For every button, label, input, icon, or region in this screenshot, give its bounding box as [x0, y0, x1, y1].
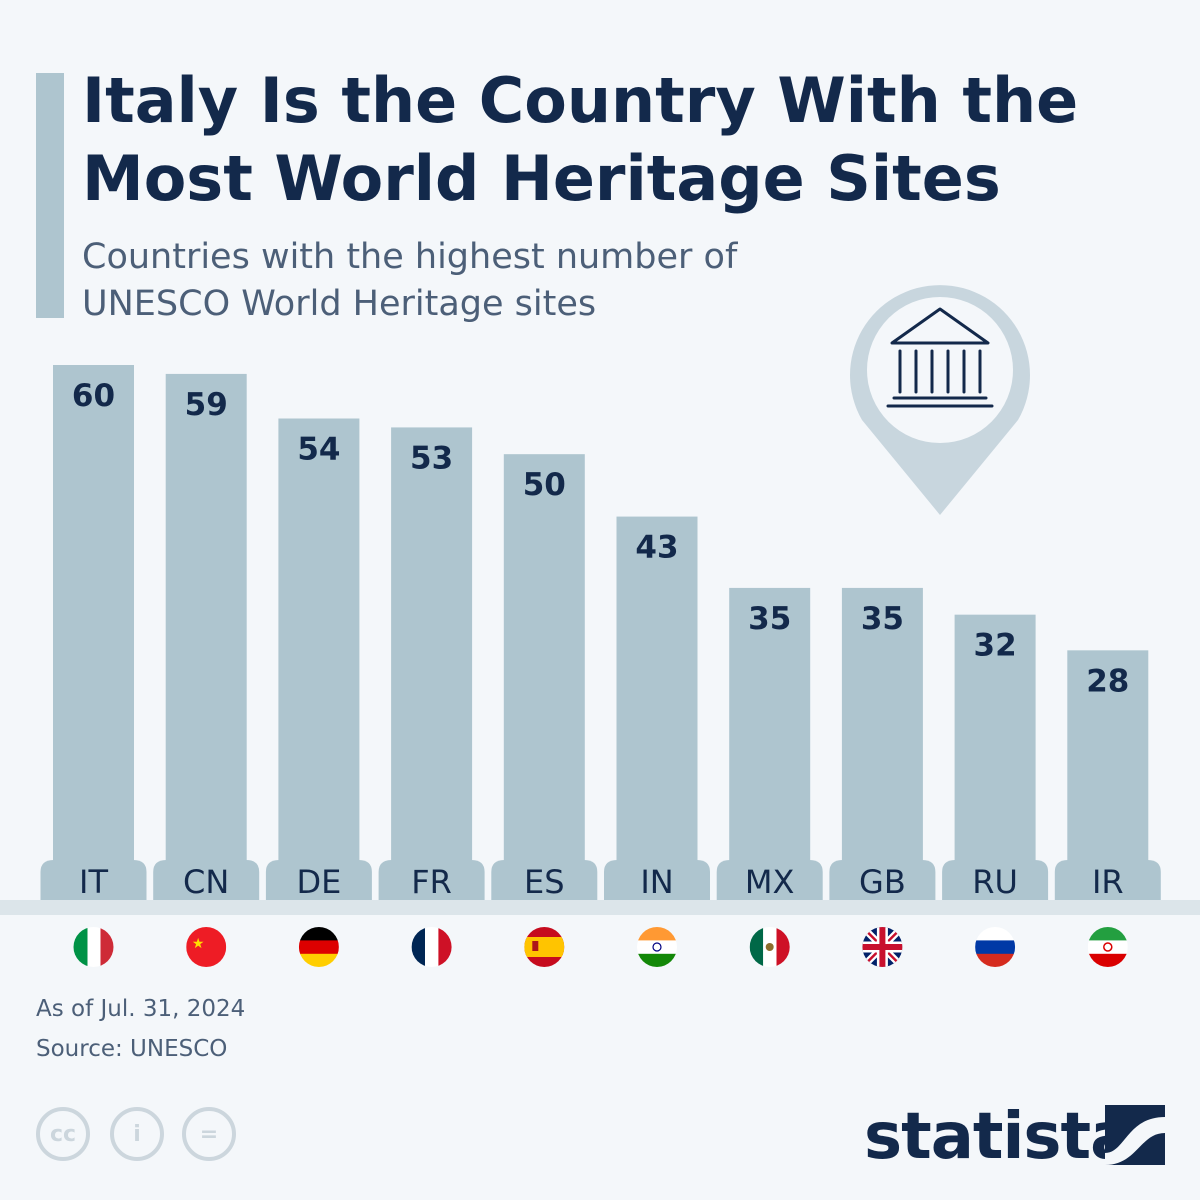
category-tab-IR	[1054, 860, 1161, 900]
value-label: 35	[861, 601, 904, 637]
category-label: MX	[745, 863, 795, 901]
cc-icon[interactable]: cc	[36, 1107, 90, 1161]
mexico-flag-icon	[749, 927, 790, 967]
bar-IT	[53, 365, 134, 900]
title-accent-bar	[36, 73, 64, 318]
category-label: IT	[79, 863, 108, 901]
bar-ES	[503, 454, 585, 900]
bar-IN	[616, 516, 698, 900]
baseline-strip	[0, 900, 1200, 915]
bar-FR	[391, 427, 473, 900]
bar-MX	[729, 587, 811, 900]
statista-logo-mark	[1105, 1105, 1165, 1165]
value-label: 50	[523, 467, 566, 503]
value-label: 32	[974, 628, 1017, 664]
bar-GB	[841, 587, 923, 900]
category-label: CN	[183, 863, 229, 901]
france-flag-icon	[411, 927, 452, 967]
category-tab-IN	[604, 860, 710, 900]
date-note: As of Jul. 31, 2024	[36, 996, 246, 1022]
category-tab-GB	[829, 860, 936, 900]
value-label: 28	[1086, 663, 1129, 699]
bar-chart: 60 IT 59 CN ★ 54 DE 53 FR 50 ES 43 IN 35 MX 35 GB 32 RU 28 I…	[0, 285, 1200, 967]
by-icon[interactable]: i	[110, 1107, 164, 1161]
china-flag-icon: ★	[186, 927, 227, 967]
value-label: 53	[410, 440, 453, 476]
nd-icon[interactable]: =	[182, 1107, 236, 1161]
statista-logo[interactable]: statista	[864, 1100, 1133, 1174]
iran-flag-icon	[1087, 927, 1128, 967]
category-label: ES	[524, 863, 565, 901]
value-label: 35	[748, 601, 791, 637]
russia-flag-icon	[975, 927, 1016, 967]
spain-flag-icon	[524, 927, 565, 967]
germany-flag-icon	[298, 927, 339, 967]
bar-DE	[278, 418, 360, 900]
value-label: 43	[635, 530, 678, 566]
category-tab-FR	[378, 860, 485, 900]
bar-RU	[954, 614, 1036, 900]
chart-title: Italy Is the Country With the Most World…	[82, 64, 1079, 215]
category-label: RU	[972, 863, 1018, 901]
category-label: IN	[640, 863, 673, 901]
category-tab-MX	[716, 860, 823, 900]
category-tab-IT	[40, 860, 147, 900]
italy-flag-icon	[73, 927, 114, 967]
value-label: 59	[185, 387, 228, 423]
category-label: IR	[1092, 863, 1124, 901]
category-label: GB	[859, 863, 906, 901]
category-tab-DE	[265, 860, 372, 900]
chart-subtitle: Countries with the highest number of UNE…	[82, 237, 738, 324]
category-label: DE	[296, 863, 341, 901]
bar-IR	[1067, 650, 1149, 900]
category-tab-RU	[942, 860, 1049, 900]
svg-text:★: ★	[192, 936, 205, 952]
source-note: Source: UNESCO	[36, 1036, 228, 1062]
museum-pin-icon	[850, 285, 1030, 515]
category-tab-CN	[153, 860, 260, 900]
uk-flag-icon	[862, 927, 903, 967]
value-label: 54	[297, 432, 340, 468]
value-label: 60	[72, 378, 115, 414]
category-tab-ES	[491, 860, 598, 900]
category-label: FR	[411, 863, 452, 901]
bar-CN	[165, 373, 247, 901]
india-flag-icon	[637, 927, 677, 967]
